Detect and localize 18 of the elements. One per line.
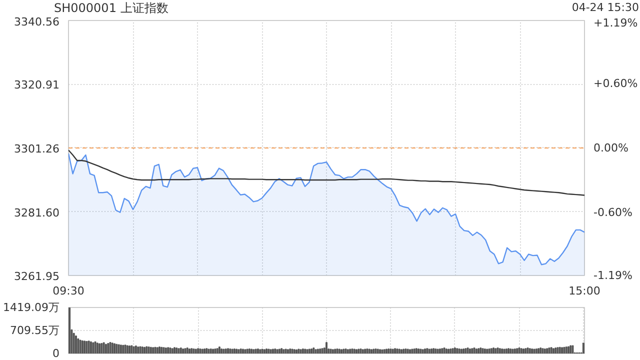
y2-tick-label: 0.00% — [594, 142, 628, 154]
y-tick-label: 3281.60 — [14, 206, 60, 220]
y2-tick-label: +1.19% — [594, 16, 638, 30]
line-series — [68, 150, 584, 196]
y-tick-label: 3320.91 — [14, 78, 60, 92]
y2-tick-label: -0.60% — [594, 206, 632, 219]
x-tick-label: 15:00 — [568, 284, 600, 298]
y2-tick-label: -1.19% — [594, 269, 632, 282]
y-tick-label: 1419.09万 — [3, 301, 60, 314]
x-tick-label: 09:30 — [52, 284, 84, 298]
y-tick-label: 3340.56 — [14, 16, 60, 28]
y-tick-label: 709.55万 — [10, 324, 60, 337]
text: 04-24 15:30 — [572, 0, 639, 16]
y2-tick-label: +0.60% — [594, 77, 638, 90]
chart-title: SH000001 上证指数 — [54, 0, 168, 16]
y-tick-label: 3301.26 — [14, 142, 60, 156]
y-tick-label: 3261.95 — [14, 270, 60, 283]
y-tick-label: 0 — [52, 347, 60, 360]
